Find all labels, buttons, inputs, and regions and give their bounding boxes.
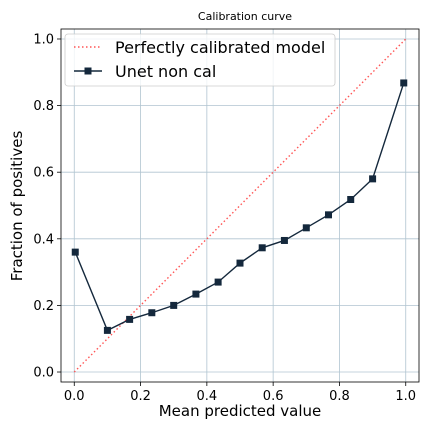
- data-point-unet: [148, 309, 155, 316]
- series-line-unet: [75, 83, 403, 330]
- data-point-unet: [237, 260, 244, 267]
- legend-label-unet: Unet non cal: [115, 62, 216, 81]
- y-tick-label: 0.0: [33, 366, 54, 381]
- data-point-unet: [325, 211, 332, 218]
- data-point-unet: [281, 237, 288, 244]
- x-axis-ticks: 0.0 0.2 0.4 0.6 0.8 1.0: [64, 382, 416, 404]
- x-tick-label: 1.0: [395, 389, 416, 404]
- data-point-unet: [215, 279, 222, 286]
- y-axis-ticks: 0.0 0.2 0.4 0.6 0.8 1.0: [33, 32, 61, 380]
- data-point-unet: [400, 79, 407, 86]
- x-tick-label: 0.8: [329, 389, 350, 404]
- data-point-unet: [72, 249, 79, 256]
- data-point-unet: [303, 224, 310, 231]
- chart-title: Calibration curve: [198, 10, 292, 23]
- data-point-unet: [104, 327, 111, 334]
- data-point-unet: [369, 175, 376, 182]
- y-tick-label: 0.6: [33, 166, 54, 181]
- x-axis-label: Mean predicted value: [159, 402, 322, 420]
- y-axis-label: Fraction of positives: [8, 131, 26, 282]
- y-tick-label: 0.2: [33, 299, 54, 314]
- data-point-unet: [347, 196, 354, 203]
- legend-marker-unet: [85, 68, 92, 75]
- x-tick-label: 0.2: [130, 389, 151, 404]
- x-tick-label: 0.0: [64, 389, 85, 404]
- legend-label-perfect: Perfectly calibrated model: [115, 38, 325, 57]
- data-point-unet: [192, 291, 199, 298]
- data-point-unet: [126, 316, 133, 323]
- legend: Perfectly calibrated model Unet non cal: [65, 34, 335, 86]
- data-point-unet: [170, 302, 177, 309]
- series-layer: [72, 39, 407, 372]
- y-tick-label: 1.0: [33, 32, 54, 47]
- data-point-unet: [259, 244, 266, 251]
- y-tick-label: 0.8: [33, 99, 54, 114]
- y-tick-label: 0.4: [33, 232, 54, 247]
